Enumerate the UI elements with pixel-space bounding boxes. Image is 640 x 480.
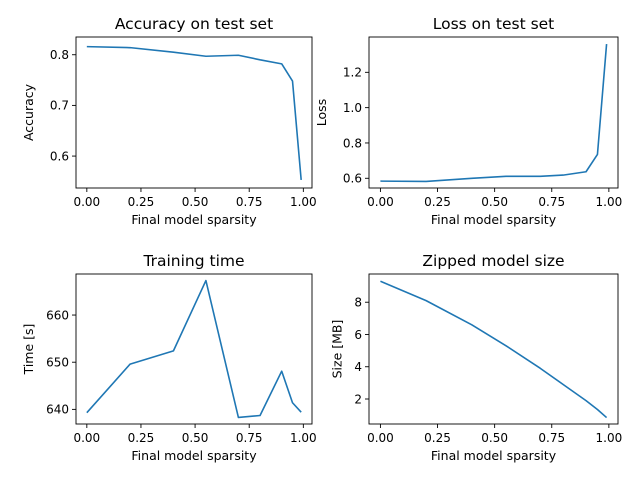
accuracy-x-tick-label: 1.00	[290, 195, 317, 209]
model-size-y-tick-label: 8	[354, 296, 362, 310]
loss-title: Loss on test set	[433, 15, 555, 33]
training-time-y-tick-label: 660	[46, 308, 69, 322]
training-time-x-tick-label: 0.75	[236, 431, 263, 445]
model-size-x-tick-label: 0.75	[538, 431, 565, 445]
loss-x-tick-label: 1.00	[596, 195, 623, 209]
model-size-y-tick-label: 4	[354, 360, 362, 374]
training-time-x-tick-label: 0.25	[128, 431, 155, 445]
model-size-y-axis-label: Size [MB]	[329, 320, 344, 379]
model-size-title: Zipped model size	[422, 252, 564, 270]
loss-x-tick-label: 0.25	[424, 195, 451, 209]
model-size-x-tick-label: 0.25	[424, 431, 451, 445]
loss-x-axis-label: Final model sparsity	[431, 212, 557, 227]
accuracy-y-tick-label: 0.7	[50, 99, 69, 113]
accuracy-x-axis-label: Final model sparsity	[131, 212, 257, 227]
training-time-x-tick-label: 1.00	[290, 431, 317, 445]
accuracy-y-tick-label: 0.8	[50, 48, 69, 62]
chart-loss: 0.00 0.25 0.50 0.75 1.00 0.6 0.8 1.0 1.2 Loss on …	[314, 15, 622, 227]
training-time-series-line	[86, 279, 302, 419]
training-time-axes-frame	[75, 273, 313, 425]
chart-accuracy: 0.00 0.25 0.50 0.75 1.00 0.6 0.7 0.8 Accuracy on…	[21, 15, 316, 227]
training-time-y-axis-label: Time [s]	[21, 324, 36, 376]
accuracy-x-tick-label: 0.75	[236, 195, 263, 209]
model-size-x-tick-label: 0.00	[367, 431, 394, 445]
chart-model-size: 0.00 0.25 0.50 0.75 1.00 2 4 6 8 Zipped model siz…	[329, 252, 622, 463]
accuracy-x-tick-label: 0.00	[73, 195, 100, 209]
loss-series-line	[380, 43, 608, 183]
loss-x-tick-label: 0.75	[538, 195, 565, 209]
model-size-y-tick-label: 6	[354, 328, 362, 342]
accuracy-series-line	[86, 45, 302, 180]
training-time-y-tick-label: 650	[46, 356, 69, 370]
training-time-x-tick-label: 0.50	[182, 431, 209, 445]
training-time-y-tick-label: 640	[46, 403, 69, 417]
model-size-series-line	[380, 280, 608, 419]
training-time-x-axis-label: Final model sparsity	[131, 448, 257, 463]
model-size-y-tick-label: 2	[354, 392, 362, 406]
training-time-x-tick-label: 0.00	[73, 431, 100, 445]
loss-y-tick-label: 0.6	[343, 172, 362, 186]
accuracy-title: Accuracy on test set	[115, 15, 273, 33]
loss-axes-frame	[368, 36, 619, 189]
accuracy-y-axis-label: Accuracy	[21, 83, 36, 141]
chart-training-time: 0.00 0.25 0.50 0.75 1.00 640 650 660 Training ti…	[21, 252, 316, 463]
model-size-x-axis-label: Final model sparsity	[431, 448, 557, 463]
accuracy-x-tick-label: 0.50	[182, 195, 209, 209]
loss-y-axis-label: Loss	[314, 99, 329, 126]
model-size-x-tick-label: 0.50	[481, 431, 508, 445]
accuracy-x-tick-label: 0.25	[128, 195, 155, 209]
loss-y-tick-label: 1.0	[343, 101, 362, 115]
model-size-x-tick-label: 1.00	[596, 431, 623, 445]
loss-y-tick-label: 0.8	[343, 136, 362, 150]
loss-x-tick-label: 0.50	[481, 195, 508, 209]
loss-y-tick-label: 1.2	[343, 66, 362, 80]
accuracy-axes-frame	[75, 36, 313, 189]
loss-x-tick-label: 0.00	[367, 195, 394, 209]
model-size-axes-frame	[368, 273, 619, 425]
training-time-title: Training time	[142, 252, 244, 270]
accuracy-y-tick-label: 0.6	[50, 149, 69, 163]
